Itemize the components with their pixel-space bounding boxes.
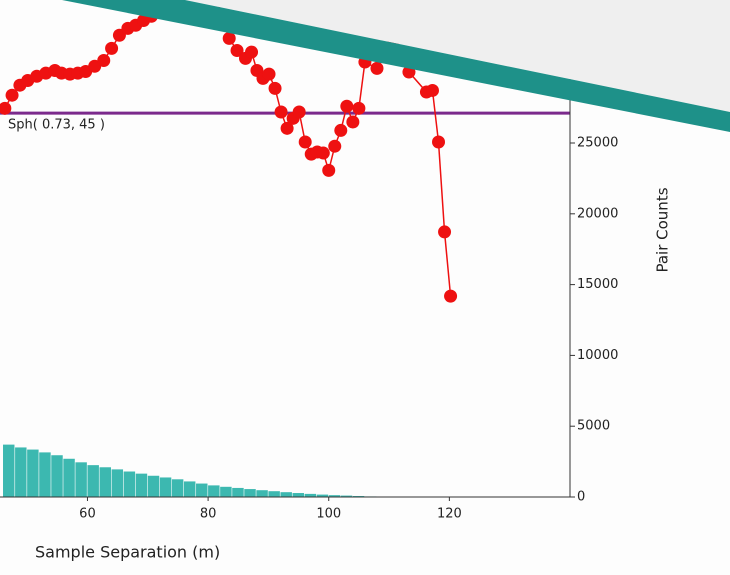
x-tick-label: 60 [79, 507, 96, 522]
series-point [263, 68, 276, 81]
bar [100, 467, 111, 497]
y2-tick-label: 5000 [577, 419, 610, 434]
bar [124, 472, 135, 497]
bar [39, 452, 50, 497]
series-point [352, 102, 365, 115]
series-point [334, 124, 347, 137]
y2-tick-label: 0 [577, 490, 585, 505]
series-point [275, 106, 288, 119]
bar [15, 447, 26, 497]
series-point [370, 62, 383, 75]
series-point [426, 84, 439, 97]
bar [75, 462, 86, 497]
x-tick-label: 80 [200, 507, 217, 522]
series-point [432, 136, 445, 149]
bar [184, 481, 195, 497]
bar [232, 488, 243, 497]
bar [160, 477, 171, 497]
series-point [328, 140, 341, 153]
series-point [317, 147, 330, 160]
axes: 60 80 100 120 0 5000 10000 15000 20000 25000 Sph( … [8, 118, 618, 522]
y2-tick-label: 15000 [577, 277, 618, 292]
bar [244, 489, 255, 497]
series-point [97, 54, 110, 67]
y2-tick-label: 20000 [577, 206, 618, 221]
y2-tick-label: 25000 [577, 136, 618, 151]
bar [220, 487, 231, 497]
bar [208, 485, 219, 497]
histogram [3, 445, 388, 497]
series-point [105, 42, 118, 55]
series-point [444, 290, 457, 303]
bar [196, 484, 207, 497]
bar [112, 469, 123, 497]
bar [136, 474, 147, 497]
bar [51, 455, 62, 497]
bar [280, 492, 291, 497]
bar [256, 490, 267, 497]
model-label: Sph( 0.73, 45 ) [8, 118, 105, 133]
series-point [269, 82, 282, 95]
bar [293, 493, 304, 497]
series-point [293, 106, 306, 119]
x-tick-label: 120 [437, 507, 462, 522]
bar [87, 465, 98, 497]
y2-axis-label: Pair Counts [654, 187, 672, 272]
bar [27, 450, 38, 497]
bar [3, 445, 14, 497]
bar [148, 476, 159, 497]
series-point [299, 136, 312, 149]
bar [268, 491, 279, 497]
series-point [245, 46, 258, 59]
x-tick-label: 100 [316, 507, 341, 522]
series-point [438, 225, 451, 238]
series-point [322, 164, 335, 177]
bar [63, 459, 74, 497]
bar [172, 479, 183, 497]
series-point [346, 116, 359, 129]
x-axis-label: Sample Separation (m) [35, 543, 220, 562]
y2-tick-label: 10000 [577, 348, 618, 363]
series-point [340, 100, 353, 113]
